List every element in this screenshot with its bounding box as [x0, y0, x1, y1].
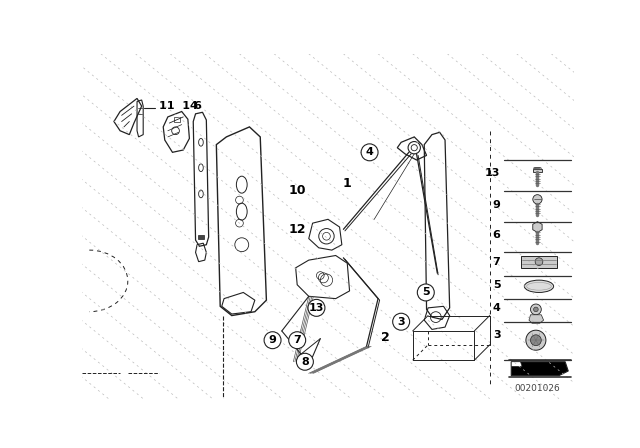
Bar	[174, 117, 180, 121]
Text: 00201026: 00201026	[515, 384, 560, 393]
Circle shape	[539, 168, 541, 170]
Polygon shape	[511, 362, 568, 375]
Text: 11  14: 11 14	[159, 101, 198, 111]
Circle shape	[531, 335, 541, 345]
Polygon shape	[520, 255, 557, 268]
Text: 7: 7	[493, 257, 500, 267]
Text: 8: 8	[301, 357, 308, 367]
Text: 12: 12	[289, 223, 306, 236]
Circle shape	[417, 284, 435, 301]
Circle shape	[296, 353, 314, 370]
Text: 4: 4	[493, 303, 500, 313]
Circle shape	[537, 168, 539, 170]
Circle shape	[531, 304, 541, 315]
Text: 1: 1	[343, 177, 351, 190]
Bar	[198, 236, 204, 239]
Text: 4: 4	[365, 147, 374, 157]
Text: 13: 13	[485, 168, 500, 178]
Text: 5: 5	[493, 280, 500, 290]
Text: 7: 7	[293, 335, 301, 345]
Circle shape	[289, 332, 306, 349]
Ellipse shape	[524, 280, 554, 293]
Circle shape	[264, 332, 281, 349]
Polygon shape	[511, 362, 522, 366]
Text: 6: 6	[493, 230, 500, 241]
Text: 5: 5	[422, 288, 429, 297]
Polygon shape	[532, 222, 542, 233]
Text: 9: 9	[493, 200, 500, 210]
Circle shape	[308, 299, 325, 316]
Circle shape	[536, 168, 538, 170]
Circle shape	[361, 144, 378, 161]
Circle shape	[538, 168, 540, 170]
Text: 9: 9	[269, 335, 276, 345]
Text: 6: 6	[193, 101, 201, 111]
Text: 2: 2	[381, 331, 390, 344]
Circle shape	[534, 168, 536, 170]
Circle shape	[535, 258, 543, 266]
Text: 10: 10	[289, 184, 306, 197]
Circle shape	[526, 330, 546, 350]
Circle shape	[534, 307, 538, 312]
Circle shape	[534, 168, 537, 170]
Text: 3: 3	[397, 317, 405, 327]
Polygon shape	[533, 169, 542, 172]
Polygon shape	[529, 315, 543, 323]
Circle shape	[393, 313, 410, 330]
Circle shape	[533, 195, 542, 204]
Text: 3: 3	[493, 330, 500, 340]
Text: 13: 13	[308, 303, 324, 313]
